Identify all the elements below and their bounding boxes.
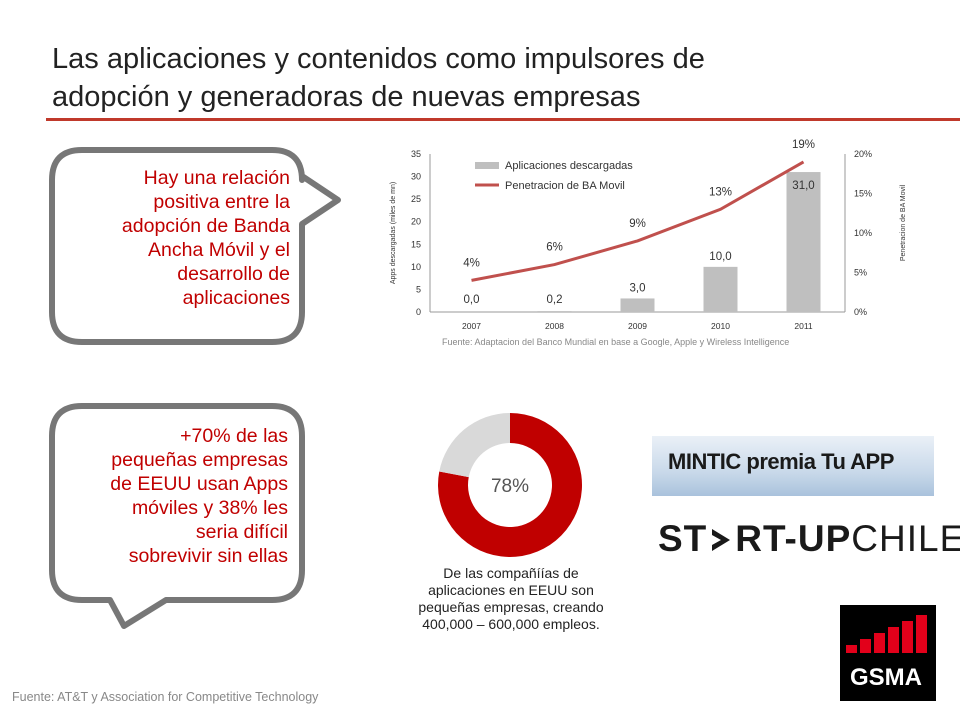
- mintic-banner-text: MINTIC premia Tu APP: [668, 449, 894, 474]
- y2-tick-label: 0%: [854, 307, 867, 317]
- donut-caption-line: 400,000 – 600,000 empleos.: [422, 616, 600, 632]
- x-tick-label: 2011: [794, 321, 813, 331]
- bar: [537, 311, 572, 312]
- gsma-signal-bars-icon: GSMA: [846, 615, 927, 691]
- y-axis-title: Apps descargadas (miles de mn): [390, 182, 397, 284]
- bubble-top-line: Hay una relación: [143, 167, 290, 189]
- bubble-top-line: positiva entre la: [153, 191, 290, 213]
- y-tick-label: 30: [411, 172, 421, 182]
- y-tick-label: 35: [411, 149, 421, 159]
- line-data-label: 13%: [709, 186, 732, 198]
- startup-logo-part1: ST: [658, 518, 708, 559]
- title-line-1: Las aplicaciones y contenidos como impul…: [52, 43, 705, 75]
- donut-slice: [438, 413, 582, 557]
- legend-label-bar: Aplicaciones descargadas: [505, 160, 633, 172]
- x-tick-label: 2008: [545, 321, 564, 331]
- chart-source-note: Fuente: Adaptacion del Banco Mundial en …: [442, 337, 790, 347]
- line-data-label: 19%: [792, 139, 815, 151]
- series-line: [471, 160, 805, 282]
- y2-tick-label: 20%: [854, 149, 872, 159]
- x-tick-label: 2010: [711, 321, 730, 331]
- gsma-logo-text: GSMA: [850, 664, 922, 691]
- bar-data-label: 0,2: [547, 294, 563, 306]
- bubble-top-line: adopción de Banda: [121, 215, 290, 237]
- y-tick-label: 10: [411, 262, 421, 272]
- bar: [620, 298, 655, 312]
- y-tick-label: 15: [411, 239, 421, 249]
- arrow-icon: [712, 529, 731, 551]
- bar-data-label: 10,0: [709, 251, 731, 263]
- speech-bubble-top-shape: [49, 147, 341, 345]
- bubble-bottom-line: de EEUU usan Apps: [110, 473, 288, 495]
- bar-data-label: 0,0: [464, 294, 480, 306]
- title-line-2: adopción y generadoras de nuevas empresa…: [52, 81, 641, 113]
- line-data-label: 4%: [463, 257, 480, 269]
- donut-center-label: 78%: [491, 476, 529, 497]
- startup-chile-logo: ST RT-UPCHILE: [658, 518, 960, 560]
- footer-source: Fuente: AT&T y Association for Competiti…: [12, 690, 319, 704]
- gsma-logo: GSMA: [840, 605, 936, 701]
- small-business-donut-chart: 78%: [438, 413, 582, 557]
- y2-axis-title: Penetracion de BA Movil: [900, 184, 907, 261]
- bar: [786, 172, 821, 312]
- bar-data-label: 31,0: [792, 180, 814, 192]
- bubble-top-line: Ancha Móvil y el: [148, 239, 290, 261]
- y-tick-label: 25: [411, 194, 421, 204]
- donut-caption: De las compañíías de aplicaciones en EEU…: [396, 565, 626, 633]
- bubble-bottom-text: +70% de las pequeñas empresas de EEUU us…: [66, 424, 288, 568]
- donut-caption-line: De las compañíías de: [443, 565, 579, 581]
- bubble-bottom-line: seria difícil: [195, 521, 288, 543]
- legend-swatch-bar: [475, 162, 499, 169]
- line-data-label: 9%: [629, 218, 646, 230]
- bubble-bottom-line: pequeñas empresas: [111, 449, 288, 471]
- line-data-label: 6%: [546, 242, 563, 254]
- bubble-top-text: Hay una relación positiva entre la adopc…: [70, 166, 290, 310]
- speech-bubble-bottom-shape: [49, 403, 305, 629]
- y-tick-label: 5: [416, 284, 421, 294]
- bubble-top-line: desarrollo de: [177, 263, 290, 285]
- bubble-bottom-line: sobrevivir sin ellas: [128, 545, 288, 567]
- slide-title: Las aplicaciones y contenidos como impul…: [52, 40, 932, 116]
- legend-label-line: Penetracion de BA Movil: [505, 180, 625, 192]
- donut-caption-line: pequeñas empresas, creando: [418, 599, 604, 615]
- y2-tick-label: 15%: [854, 189, 872, 199]
- x-tick-label: 2007: [462, 321, 481, 331]
- bubble-bottom-line: +70% de las: [180, 425, 288, 447]
- apps-penetration-chart: 0 5 10 15 20 25 30 35 0% 5% 10% 15% 20% 2007 0,0 2008 0,…: [390, 139, 907, 331]
- donut-slice: [439, 413, 510, 478]
- bubble-top-line: aplicaciones: [182, 287, 290, 309]
- mintic-banner: MINTIC premia Tu APP: [652, 436, 934, 496]
- bar-data-label: 3,0: [630, 282, 646, 294]
- bar: [703, 266, 738, 312]
- bubble-bottom-line: móviles y 38% les: [131, 497, 288, 519]
- y-tick-label: 20: [411, 217, 421, 227]
- startup-logo-part2: RT-UP: [735, 518, 852, 559]
- donut-caption-line: aplicaciones en EEUU son: [428, 582, 594, 598]
- x-tick-label: 2009: [628, 321, 647, 331]
- startup-logo-part3: CHILE: [851, 518, 960, 559]
- y2-tick-label: 5%: [854, 268, 867, 278]
- y-tick-label: 0: [416, 307, 421, 317]
- y2-tick-label: 10%: [854, 228, 872, 238]
- title-divider: [46, 118, 960, 121]
